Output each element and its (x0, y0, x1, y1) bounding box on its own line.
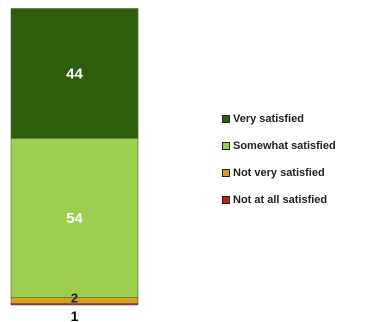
legend-label: Not very satisfied (233, 167, 325, 179)
legend-swatch (222, 115, 230, 123)
legend-item: Very satisfied (222, 112, 382, 126)
bar-segment-somewhat-satisfied (10, 138, 139, 298)
data-label: 2 (71, 291, 78, 306)
data-label: 44 (66, 65, 83, 82)
legend-item: Not at all satisfied (222, 193, 382, 207)
segment-data-labels: 2 54 44 (66, 65, 83, 305)
category-label: 1 (71, 308, 79, 322)
legend-item: Somewhat satisfied (222, 139, 382, 153)
bar-segments (10, 8, 139, 306)
data-label: 54 (66, 210, 83, 227)
legend: Very satisfied Somewhat satisfied Not ve… (222, 112, 382, 220)
legend-swatch (222, 169, 230, 177)
legend-label: Not at all satisfied (233, 194, 328, 206)
legend-swatch (222, 196, 230, 204)
legend-label: Somewhat satisfied (233, 140, 336, 152)
legend-label: Very satisfied (233, 113, 304, 125)
bar-segment-very-satisfied (10, 8, 139, 139)
category-labels: 1 (71, 308, 79, 322)
legend-swatch (222, 142, 230, 150)
legend-item: Not very satisfied (222, 166, 382, 180)
